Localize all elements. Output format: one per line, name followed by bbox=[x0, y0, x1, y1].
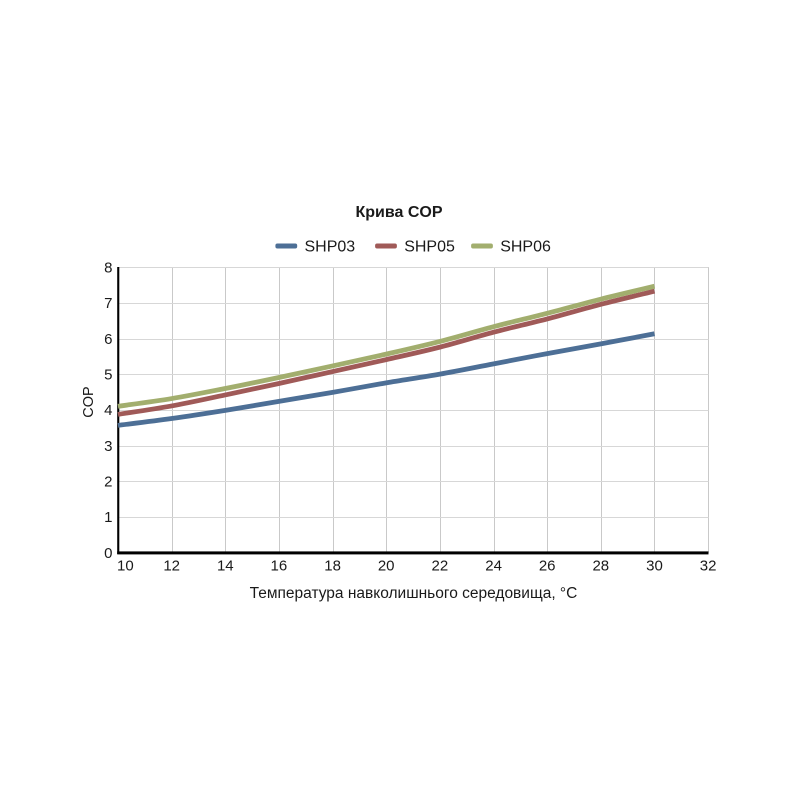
svg-text:7: 7 bbox=[104, 295, 112, 312]
svg-text:16: 16 bbox=[271, 558, 288, 575]
svg-text:8: 8 bbox=[104, 260, 112, 277]
svg-text:28: 28 bbox=[592, 558, 609, 575]
svg-text:18: 18 bbox=[324, 558, 341, 575]
svg-text:10: 10 bbox=[117, 558, 134, 575]
svg-text:SHP05: SHP05 bbox=[404, 239, 455, 256]
svg-text:6: 6 bbox=[104, 331, 112, 348]
svg-text:3: 3 bbox=[104, 438, 112, 455]
svg-text:SHP06: SHP06 bbox=[500, 239, 551, 256]
svg-text:1: 1 bbox=[104, 509, 112, 526]
svg-text:0: 0 bbox=[104, 545, 112, 562]
svg-text:Крива COP: Крива COP bbox=[355, 204, 442, 221]
svg-text:5: 5 bbox=[104, 367, 112, 384]
svg-text:24: 24 bbox=[485, 558, 502, 575]
svg-text:20: 20 bbox=[378, 558, 395, 575]
svg-text:14: 14 bbox=[217, 558, 234, 575]
svg-text:SHP03: SHP03 bbox=[305, 239, 356, 256]
svg-text:4: 4 bbox=[104, 402, 112, 419]
svg-text:30: 30 bbox=[646, 558, 663, 575]
svg-text:26: 26 bbox=[539, 558, 556, 575]
svg-text:22: 22 bbox=[432, 558, 449, 575]
svg-text:COP: COP bbox=[81, 386, 97, 417]
svg-text:Температура навколишнього сере: Температура навколишнього середовища, °C bbox=[250, 585, 578, 602]
svg-text:32: 32 bbox=[700, 558, 717, 575]
svg-text:12: 12 bbox=[163, 558, 180, 575]
svg-text:2: 2 bbox=[104, 474, 112, 491]
